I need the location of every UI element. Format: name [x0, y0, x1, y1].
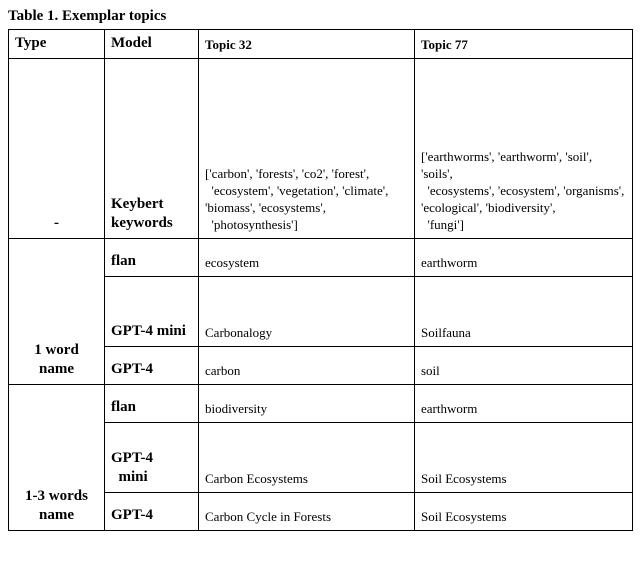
cell-type-multiword: 1-3 words name	[9, 384, 105, 530]
type-label: 1 word name	[34, 342, 79, 378]
header-topic32: Topic 32	[199, 30, 415, 59]
cell-t77-keybert: ['earthworms', 'earthworm', 'soil', 'soi…	[415, 58, 633, 238]
model-label: GPT-4 mini	[111, 450, 153, 486]
cell-t32: carbon	[199, 346, 415, 384]
cell-t32: Carbon Ecosystems	[199, 422, 415, 492]
model-label: flan	[111, 253, 136, 269]
cell-t77: Soilfauna	[415, 276, 633, 346]
exemplar-topics-table: Type Model Topic 32 Topic 77 - Keybert k…	[8, 29, 633, 531]
cell-model-keybert: Keybert keywords	[105, 58, 199, 238]
model-label: GPT-4 mini	[111, 323, 186, 339]
cell-t77: Soil Ecosystems	[415, 492, 633, 530]
model-label: flan	[111, 399, 136, 415]
header-type: Type	[9, 30, 105, 59]
header-topic77: Topic 77	[415, 30, 633, 59]
cell-model: GPT-4 mini	[105, 422, 199, 492]
table-header-row: Type Model Topic 32 Topic 77	[9, 30, 633, 59]
table-row: 1-3 words name flan biodiversity earthwo…	[9, 384, 633, 422]
header-model: Model	[105, 30, 199, 59]
table-row: 1 word name flan ecosystem earthworm	[9, 238, 633, 276]
cell-model: flan	[105, 238, 199, 276]
cell-model: GPT-4	[105, 346, 199, 384]
cell-t77: earthworm	[415, 238, 633, 276]
cell-t32: Carbon Cycle in Forests	[199, 492, 415, 530]
cell-t77: soil	[415, 346, 633, 384]
table-row: - Keybert keywords ['carbon', 'forests',…	[9, 58, 633, 238]
cell-t32: biodiversity	[199, 384, 415, 422]
cell-type-keybert: -	[9, 58, 105, 238]
table-caption: Table 1. Exemplar topics	[8, 8, 632, 25]
cell-model: GPT-4 mini	[105, 276, 199, 346]
cell-type-1word: 1 word name	[9, 238, 105, 384]
cell-t32: ecosystem	[199, 238, 415, 276]
cell-t77: earthworm	[415, 384, 633, 422]
cell-model: flan	[105, 384, 199, 422]
type-label: -	[54, 215, 59, 231]
cell-t32-keybert: ['carbon', 'forests', 'co2', 'forest', '…	[199, 58, 415, 238]
cell-t32: Carbonalogy	[199, 276, 415, 346]
cell-model: GPT-4	[105, 492, 199, 530]
type-label: 1-3 words name	[25, 488, 88, 524]
cell-t77: Soil Ecosystems	[415, 422, 633, 492]
model-label: Keybert keywords	[111, 196, 173, 232]
model-label: GPT-4	[111, 361, 153, 377]
model-label: GPT-4	[111, 507, 153, 523]
